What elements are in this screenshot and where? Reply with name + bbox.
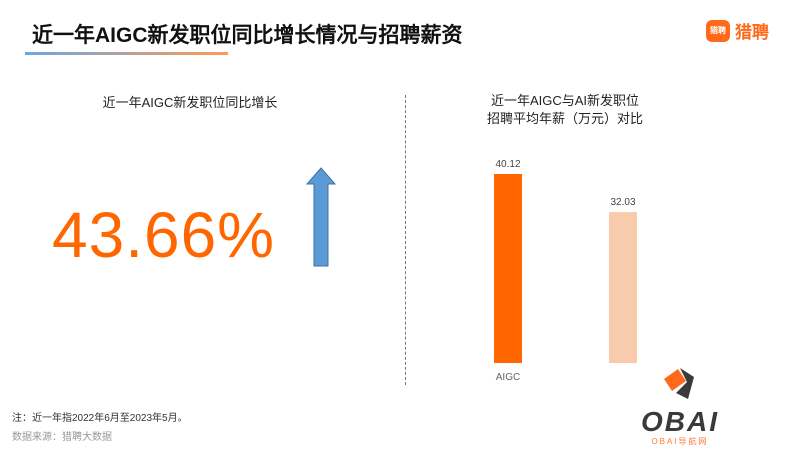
logo-text: 猎聘 — [735, 23, 769, 42]
liepin-logo: 猎聘 猎聘 — [706, 18, 769, 43]
salary-bar-chart: 40.12 AIGC 32.03 — [494, 159, 637, 383]
data-source: 数据来源：猎聘大数据 — [12, 432, 112, 443]
divider — [405, 95, 406, 385]
chart-title-line: 招聘平均年薪（万元）对比 — [486, 111, 643, 126]
growth-subtitle: 近一年AIGC新发职位同比增长 — [102, 95, 278, 110]
chat-bubble-icon: 猎聘 — [706, 19, 730, 42]
up-arrow-icon — [305, 167, 337, 267]
footnote: 注：近一年指2022年6月至2023年5月。 — [12, 413, 188, 424]
page-title: 近一年AIGC新发职位同比增长情况与招聘薪资 — [32, 24, 463, 47]
chart-title: 近一年AIGC与AI新发职位 招聘平均年薪（万元）对比 — [440, 92, 690, 128]
title-underline — [25, 52, 228, 55]
data-label: 40.12 — [495, 159, 520, 170]
chart-title-line: 近一年AIGC与AI新发职位 — [490, 93, 640, 108]
growth-value: 43.66% — [52, 199, 276, 271]
cube-icon — [664, 368, 694, 399]
data-label: 32.03 — [610, 197, 635, 208]
watermark-text: OBAI — [641, 406, 719, 437]
watermark: OBAI OBAI导航网 — [640, 365, 720, 447]
bar — [609, 212, 637, 363]
watermark-subtext: OBAI导航网 — [651, 437, 709, 446]
category-label: AIGC — [496, 372, 520, 383]
bar — [494, 174, 522, 363]
